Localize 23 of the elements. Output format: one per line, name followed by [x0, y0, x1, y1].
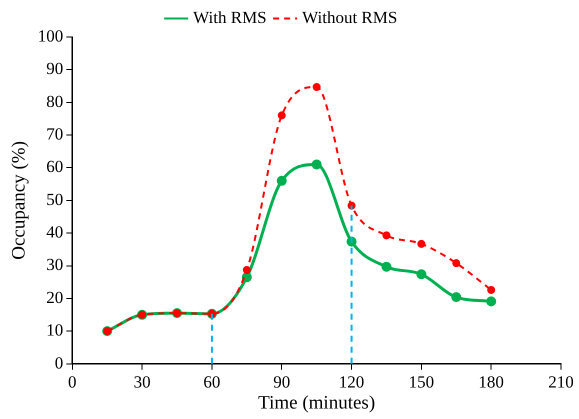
y-tick-label: 10	[46, 320, 64, 340]
y-tick-label: 30	[46, 255, 64, 274]
y-tick-label: 60	[46, 157, 64, 176]
x-tick-label: 210	[548, 372, 574, 392]
x-tick-label: 180	[478, 372, 504, 392]
x-tick-label: 30	[134, 372, 151, 392]
y-tick-label: 40	[46, 222, 64, 242]
x-tick-label: 90	[273, 372, 290, 392]
x-axis-title: Time (minutes)	[258, 392, 376, 414]
y-axis-title: Occupancy (%)	[8, 141, 30, 260]
y-tick-label: 0	[54, 353, 64, 372]
legend-label: With RMS	[193, 8, 267, 27]
x-tick-label: 0	[68, 372, 77, 392]
y-tick-label: 100	[38, 26, 64, 46]
x-tick-label: 150	[408, 372, 434, 392]
legend-label: Without RMS	[302, 8, 398, 27]
x-tick-label: 120	[338, 372, 364, 392]
y-tick-label: 90	[46, 59, 64, 78]
y-tick-label: 50	[46, 190, 64, 209]
y-tick-label: 70	[46, 124, 64, 144]
y-tick-label: 80	[46, 92, 64, 111]
y-tick-label: 20	[46, 288, 64, 307]
x-tick-label: 60	[203, 372, 220, 392]
